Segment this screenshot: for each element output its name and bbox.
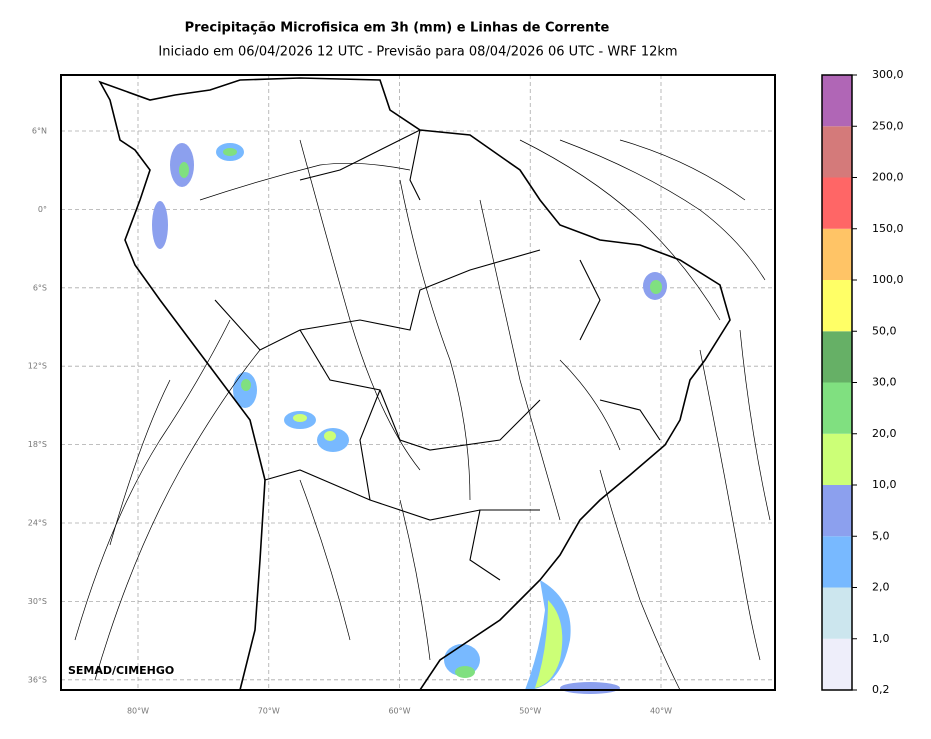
lat-label: 12°S [28, 362, 47, 371]
colorbar-segment [822, 228, 852, 280]
colorbar-segment [822, 382, 852, 434]
lat-label: 18°S [28, 440, 47, 449]
colorbar: 0,2 1,0 2,0 5,0 10,0 20,0 30,0 50,0 100,0 150,0 20… [821, 68, 904, 696]
streamlines [74, 139, 771, 691]
colorbar-segment [822, 331, 852, 383]
chart-title: Precipitação Microfisica em 3h (mm) e Li… [185, 21, 610, 36]
colorbar-label: 10,0 [872, 478, 897, 491]
chart-subtitle: Iniciado em 06/04/2026 12 UTC - Previsão… [158, 45, 677, 60]
colorbar-segment [822, 75, 852, 127]
colorbar-segment [822, 126, 852, 178]
colorbar-segment [822, 433, 852, 485]
lon-label: 50°W [519, 707, 541, 716]
lat-label: 36°S [28, 675, 47, 684]
colorbar-label: 50,0 [872, 324, 897, 337]
colorbar-label: 150,0 [872, 222, 904, 235]
colorbar-label: 20,0 [872, 427, 897, 440]
lon-label: 70°W [258, 707, 280, 716]
colorbar-segment [822, 587, 852, 639]
colorbar-label: 250,0 [872, 119, 904, 132]
colorbar-label: 2,0 [872, 581, 890, 594]
colorbar-segment [822, 485, 852, 537]
credit: SEMAD/CIMEHGO [68, 664, 174, 677]
colorbar-segment [822, 536, 852, 588]
colorbar-label: 5,0 [872, 529, 890, 542]
map-background [61, 75, 775, 690]
lon-label: 40°W [650, 707, 672, 716]
lon-label: 60°W [388, 707, 410, 716]
coastline [98, 77, 731, 691]
colorbar-segment [822, 638, 852, 690]
colorbar-segment [822, 280, 852, 332]
colorbar-label: 30,0 [872, 376, 897, 389]
lat-label: 6°N [32, 127, 47, 136]
colorbar-label: 1,0 [872, 632, 890, 645]
colorbar-label: 300,0 [872, 68, 904, 81]
lon-label: 80°W [127, 707, 149, 716]
lat-label: 0° [38, 205, 47, 214]
borders [214, 129, 661, 581]
colorbar-label: 0,2 [872, 683, 890, 696]
lat-label: 24°S [28, 519, 47, 528]
map: SEMAD/CIMEHGO [60, 74, 776, 694]
colorbar-segment [822, 177, 852, 229]
lat-label: 6°S [33, 283, 47, 292]
map-frame [60, 74, 776, 691]
lat-label: 30°S [28, 597, 47, 606]
colorbar-label: 100,0 [872, 273, 904, 286]
colorbar-label: 200,0 [872, 171, 904, 184]
